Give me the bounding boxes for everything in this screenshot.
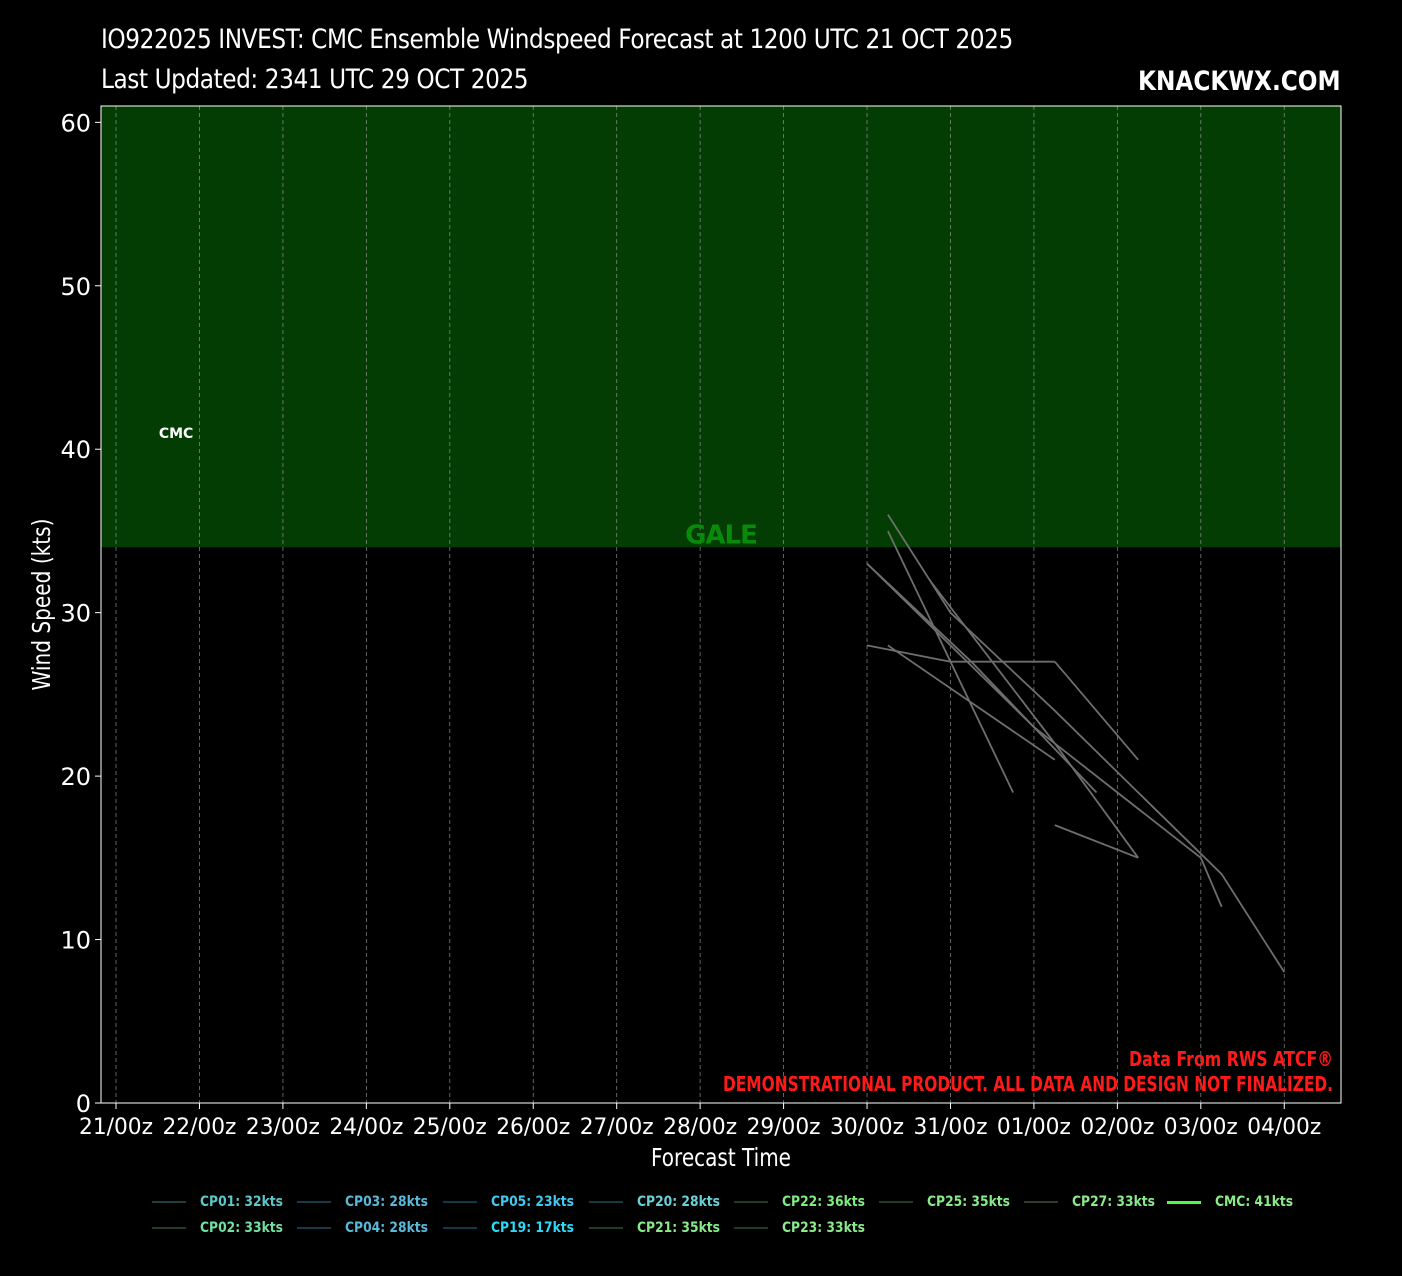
x-tick-label: 30/00z — [830, 1115, 904, 1140]
legend-swatch — [1167, 1200, 1201, 1204]
legend-swatch — [1024, 1201, 1058, 1203]
y-tick-label: 60 — [60, 109, 91, 137]
x-tick-label: 27/00z — [580, 1115, 654, 1140]
legend-label: CP21: 35kts — [637, 1220, 720, 1236]
legend-item: CP27: 33kts — [1024, 1194, 1166, 1210]
series-line-cp05 — [866, 644, 1055, 663]
legend-item: CP22: 36kts — [734, 1194, 876, 1210]
legend-label: CP19: 17kts — [491, 1220, 574, 1236]
windspeed-chart: GALE CMC 0 10 20 30 40 50 60 21/00z 22/00z 23/00z 24… — [27, 105, 1342, 1172]
legend-item: CP21: 35kts — [589, 1220, 731, 1236]
series-line-cp20 — [1054, 824, 1139, 859]
legend-row-2: CP02: 33kts CP04: 28kts CP19: 17kts CP21: 3… — [0, 1220, 1402, 1242]
x-tick-label: 28/00z — [663, 1115, 737, 1140]
legend-item: CP03: 28kts — [297, 1194, 439, 1210]
x-tick-label: 31/00z — [913, 1115, 987, 1140]
legend-swatch — [297, 1227, 331, 1229]
legend-label: CP02: 33kts — [200, 1220, 283, 1236]
gale-band — [101, 106, 1341, 548]
last-updated: Last Updated: 2341 UTC 29 OCT 2025 — [101, 64, 529, 95]
x-tick-label: 02/00z — [1080, 1115, 1154, 1140]
series-line-cp02 — [887, 514, 1286, 973]
legend-item: CP05: 23kts — [443, 1194, 585, 1210]
series-line-cp01 — [887, 644, 1056, 761]
x-tick-label: 22/00z — [162, 1115, 236, 1140]
y-tick-label: 50 — [60, 273, 91, 301]
x-tick-label: 24/00z — [329, 1115, 403, 1140]
legend-label: CP23: 33kts — [782, 1220, 865, 1236]
legend-item: CP02: 33kts — [152, 1220, 294, 1236]
legend-item: CP01: 32kts — [152, 1194, 294, 1210]
x-axis-label: Forecast Time — [651, 1143, 791, 1172]
series-line-cp03 — [866, 562, 1223, 908]
y-tick-label: 30 — [60, 600, 91, 628]
brand-logo-text: KNACKWX.COM — [1138, 66, 1341, 97]
legend-label: CP05: 23kts — [491, 1194, 574, 1210]
legend-swatch — [589, 1227, 623, 1229]
x-tick-label: 03/00z — [1164, 1115, 1238, 1140]
y-tick-label: 40 — [60, 436, 91, 464]
legend-swatch — [879, 1201, 913, 1203]
legend-label: CP03: 28kts — [345, 1194, 428, 1210]
legend-item: CP04: 28kts — [297, 1220, 439, 1236]
legend-label: CP22: 36kts — [782, 1194, 865, 1210]
legend-label: CP01: 32kts — [200, 1194, 283, 1210]
legend-swatch — [589, 1201, 623, 1203]
x-tick-label: 01/00z — [997, 1115, 1071, 1140]
legend-swatch — [443, 1201, 477, 1203]
series-line-cp22 — [1054, 661, 1139, 761]
legend-swatch — [734, 1227, 768, 1229]
legend-item: CMC: 41kts — [1167, 1194, 1304, 1210]
gale-label: GALE — [685, 520, 757, 550]
legend-swatch — [443, 1227, 477, 1229]
legend-label: CP25: 35kts — [927, 1194, 1010, 1210]
x-tick-label: 23/00z — [246, 1115, 320, 1140]
x-tick-label: 26/00z — [496, 1115, 570, 1140]
cmc-annotation: CMC — [159, 426, 193, 442]
legend-label: CP20: 28kts — [637, 1194, 720, 1210]
legend-label: CMC: 41kts — [1215, 1194, 1294, 1210]
x-tick-label: 21/00z — [79, 1115, 153, 1140]
legend-label: CP27: 33kts — [1072, 1194, 1155, 1210]
legend-label: CP04: 28kts — [345, 1220, 428, 1236]
legend-item: CP19: 17kts — [443, 1220, 585, 1236]
legend-item: CP25: 35kts — [879, 1194, 1021, 1210]
y-axis-label: Wind Speed (kts) — [27, 519, 56, 691]
y-tick-label: 0 — [76, 1090, 91, 1118]
chart-title: IO922025 INVEST: CMC Ensemble Windspeed … — [101, 24, 1013, 55]
y-tick-label: 20 — [60, 763, 91, 791]
series-line-cp21 — [866, 562, 1098, 794]
legend-item: CP23: 33kts — [734, 1220, 876, 1236]
legend-swatch — [152, 1227, 186, 1229]
legend-swatch — [734, 1201, 768, 1203]
legend-swatch — [297, 1201, 331, 1203]
legend-item: CP20: 28kts — [589, 1194, 731, 1210]
data-source-note: Data From RWS ATCF® — [1129, 1047, 1333, 1071]
disclaimer-note: DEMONSTRATIONAL PRODUCT. ALL DATA AND DE… — [723, 1072, 1333, 1096]
x-tick-label: 29/00z — [747, 1115, 821, 1140]
x-tick-label: 25/00z — [413, 1115, 487, 1140]
y-tick-label: 10 — [60, 927, 91, 955]
series-line-cp19 — [928, 579, 1139, 859]
plot-frame — [100, 105, 1342, 1104]
legend-row-1: CP01: 32kts CP03: 28kts CP05: 23kts CP20: 2… — [0, 1194, 1402, 1216]
x-tick-label: 04/00z — [1247, 1115, 1321, 1140]
legend-swatch — [152, 1201, 186, 1203]
